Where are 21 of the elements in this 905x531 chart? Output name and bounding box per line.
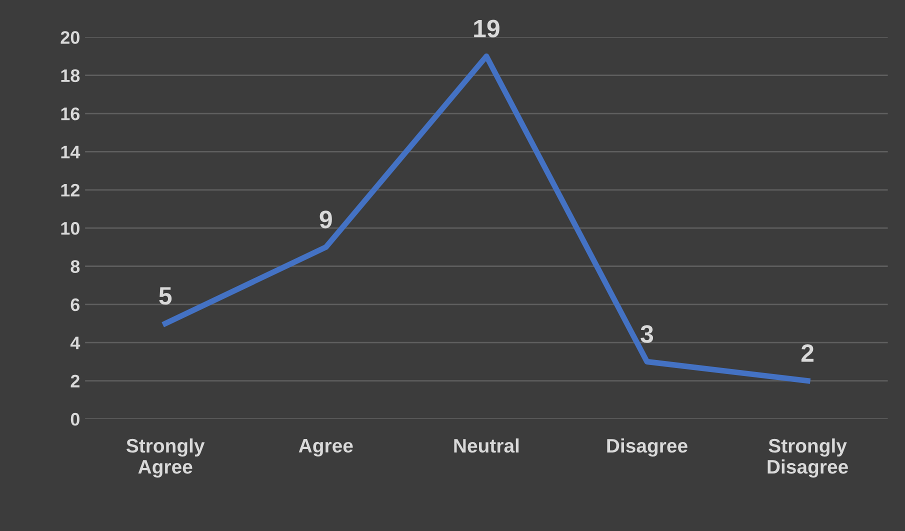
x-tick-label: Strongly Agree [126, 438, 205, 478]
x-tick-label: Disagree [607, 438, 688, 457]
y-tick-label: 18 [61, 69, 80, 82]
y-tick-label: 16 [61, 107, 80, 120]
data-label: 5 [159, 287, 172, 305]
y-tick-label: 8 [70, 260, 80, 273]
y-tick-label: 14 [61, 146, 80, 158]
x-tick-label: Agree [298, 439, 353, 457]
data-label: 2 [801, 344, 814, 362]
y-tick-label: 12 [61, 184, 80, 196]
data-label: 9 [320, 210, 332, 228]
y-tick-label: 10 [61, 222, 80, 235]
data-label: 3 [640, 325, 654, 343]
y-tick-label: 2 [70, 374, 80, 388]
y-tick-label: 0 [70, 412, 80, 426]
data-label: 19 [474, 20, 500, 38]
x-tick-label: Neutral [454, 438, 519, 453]
x-tick-label: Strongly Disagree [768, 438, 848, 478]
y-tick-label: 6 [70, 298, 80, 312]
y-tick-label: 4 [70, 336, 80, 350]
y-tick-label: 20 [60, 31, 80, 44]
